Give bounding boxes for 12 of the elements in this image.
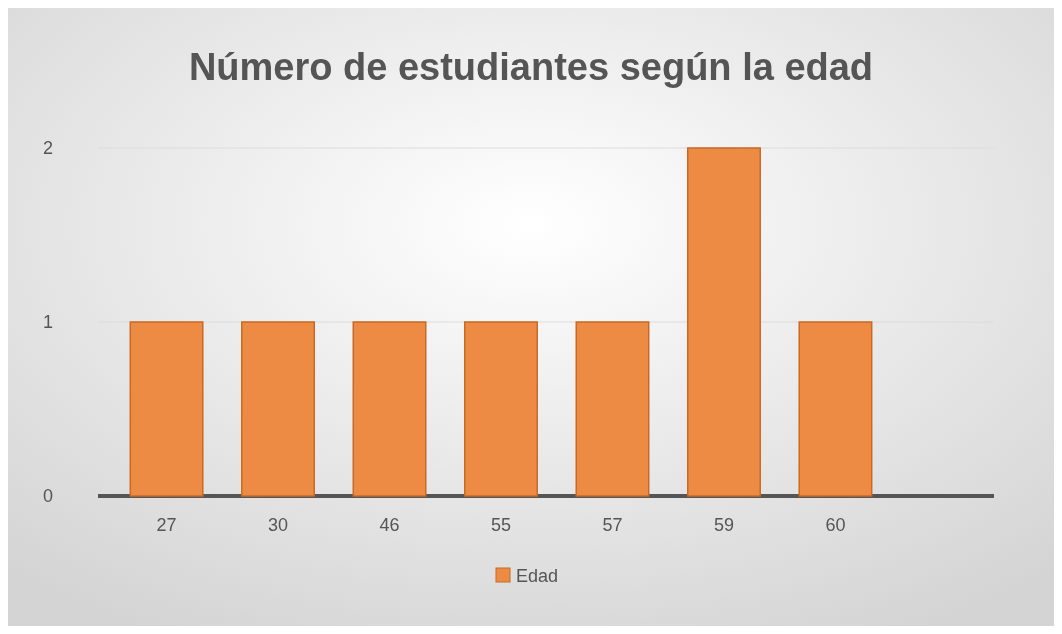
x-tick-label: 60 [825,515,846,535]
x-tick-label: 57 [602,515,623,535]
chart-title: Número de estudiantes según la edad [188,46,874,88]
y-tick-label: 1 [42,312,54,333]
y-tick-label: 2 [42,138,54,159]
x-tick-label: 55 [490,515,512,535]
x-tick-label: 27 [156,515,177,535]
x-tick-label: 46 [379,515,400,535]
x-tick-label: 59 [713,515,734,535]
x-tick-label: 30 [268,515,289,535]
legend-label: Edad [516,566,559,587]
y-tick-label: 0 [42,486,54,507]
